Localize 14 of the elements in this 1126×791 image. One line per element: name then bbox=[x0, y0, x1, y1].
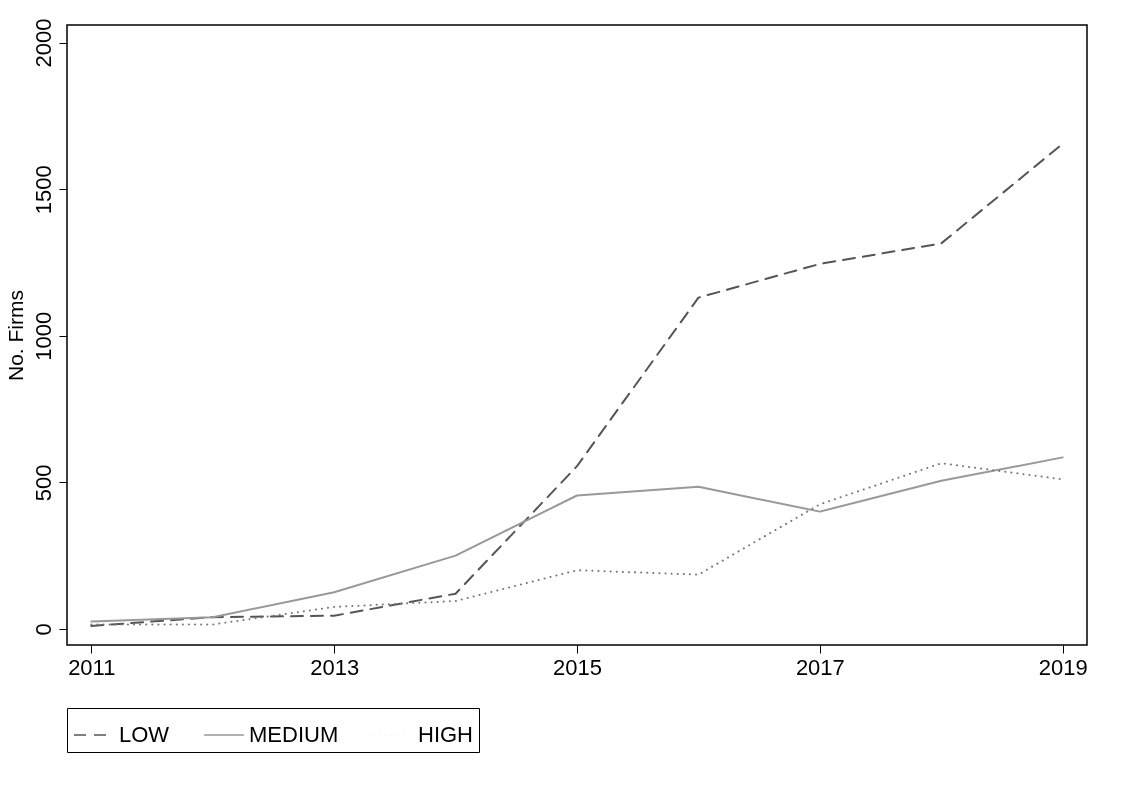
legend-label: LOW bbox=[119, 722, 170, 747]
x-tick-label: 2013 bbox=[310, 654, 360, 680]
y-tick-label: 0 bbox=[30, 623, 56, 636]
y-axis-title: No. Firms bbox=[3, 290, 27, 381]
x-tick-label: 2019 bbox=[1038, 654, 1088, 680]
y-tick-label: 1500 bbox=[30, 165, 56, 215]
y-tick-label: 1000 bbox=[30, 311, 56, 361]
x-tick-label: 2017 bbox=[795, 654, 845, 680]
y-tick-label: 500 bbox=[30, 464, 56, 502]
legend-label: HIGH bbox=[418, 722, 473, 747]
y-tick-label: 2000 bbox=[30, 18, 56, 68]
legend-label: MEDIUM bbox=[249, 722, 339, 747]
x-tick-label: 2015 bbox=[553, 654, 602, 680]
x-tick-label: 2011 bbox=[68, 654, 116, 680]
